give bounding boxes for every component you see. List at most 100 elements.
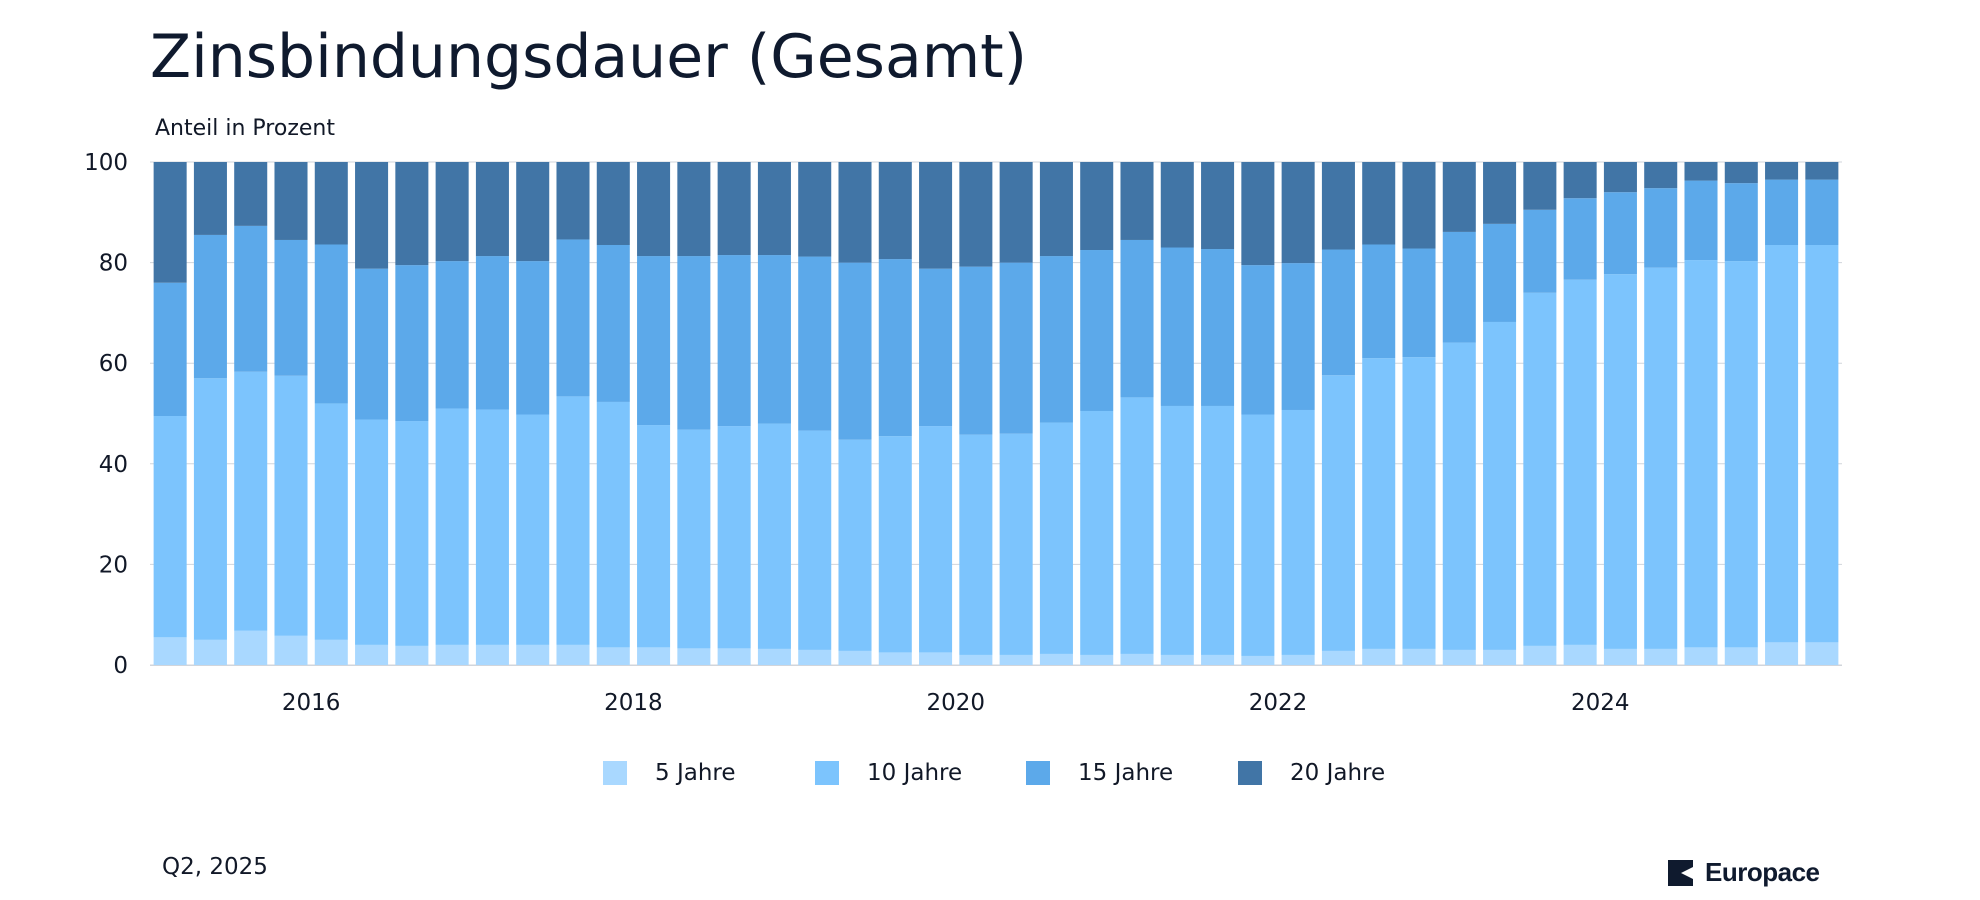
bar-segment [1765, 642, 1799, 665]
bar-segment [314, 639, 348, 665]
bar-segment [798, 256, 832, 431]
bar-segment [1281, 263, 1315, 410]
bar-segment [637, 647, 671, 665]
bar-segment [717, 255, 751, 427]
bar-segment [153, 416, 187, 638]
bar-segment [556, 162, 590, 240]
bar-segment [1080, 654, 1114, 665]
bar-segment [1483, 321, 1517, 650]
legend-item: 20 Jahre [1238, 760, 1385, 786]
bar-segment [193, 234, 227, 379]
legend-item: 15 Jahre [1026, 760, 1173, 786]
bar-segment [1120, 239, 1154, 398]
bar-segment [475, 256, 509, 410]
bar-segment [1563, 279, 1597, 645]
bar-segment [919, 268, 953, 427]
bar-segment [1483, 223, 1517, 322]
x-tick-label: 2016 [282, 690, 341, 716]
bar-segment [1039, 162, 1073, 257]
bar-segment [395, 162, 429, 266]
bar-segment [1724, 183, 1758, 262]
bar-segment [999, 654, 1033, 665]
bar-segment [234, 162, 268, 226]
bar-segment [1483, 162, 1517, 224]
bar-segment [274, 375, 308, 636]
europace-logo: Europace [1668, 857, 1820, 888]
bar-segment [637, 425, 671, 648]
bar-segment [193, 639, 227, 665]
bar-segment [1805, 244, 1839, 643]
bar-segment [677, 429, 711, 649]
bar-segment [919, 426, 953, 653]
bar-segment [234, 225, 268, 372]
bar-segment [435, 408, 469, 645]
bar-segment [838, 650, 872, 665]
bar-segment [475, 162, 509, 257]
y-axis-title: Anteil in Prozent [155, 116, 335, 141]
bar-segment [274, 239, 308, 376]
bar-segment [516, 414, 550, 645]
bar-segment [999, 262, 1033, 434]
legend-label: 15 Jahre [1078, 760, 1174, 786]
y-tick-label: 80 [99, 251, 128, 277]
bar-segment [1362, 162, 1396, 245]
bar-segment [1765, 179, 1799, 245]
y-tick-label: 0 [113, 653, 128, 679]
bar-segment [475, 644, 509, 665]
europace-logo-icon [1668, 859, 1693, 886]
bar-segment [1321, 249, 1355, 376]
bar-segment [1362, 358, 1396, 649]
bar-segment [959, 654, 993, 665]
bar-segment [556, 239, 590, 397]
bar-segment [1684, 260, 1718, 648]
bar-segment [1160, 247, 1194, 406]
bar-segment [1281, 162, 1315, 264]
bar-segment [798, 430, 832, 650]
bar-segment [999, 433, 1033, 655]
bar-segment [1644, 188, 1678, 268]
bar-segment [999, 162, 1033, 263]
x-tick-label: 2024 [1571, 690, 1630, 716]
bar-segment [153, 162, 187, 283]
bar-segment [516, 162, 550, 262]
legend: 5 Jahre 10 Jahre 15 Jahre 20 Jahre [0, 760, 1980, 796]
bar-segment [1039, 653, 1073, 665]
bar-segment [1563, 644, 1597, 665]
bar-segment [1039, 422, 1073, 654]
bar-segment [677, 162, 711, 257]
bar-segment [516, 644, 550, 665]
bar-segment [757, 255, 791, 424]
bar-segment [475, 409, 509, 645]
bar-segment [1724, 162, 1758, 184]
bar-segment [878, 652, 912, 665]
bar-segment [798, 649, 832, 665]
bar-segment [677, 256, 711, 430]
bar-segment [677, 648, 711, 665]
bar-segment [556, 644, 590, 665]
bars [153, 162, 1839, 665]
bar-segment [395, 645, 429, 665]
bar-segment [395, 265, 429, 422]
y-tick-label: 20 [99, 552, 128, 578]
bar-segment [1644, 162, 1678, 189]
bar-segment [435, 644, 469, 665]
bar-segment [1603, 192, 1637, 275]
bar-segment [1080, 250, 1114, 411]
legend-label: 5 Jahre [655, 760, 736, 786]
bar-segment [314, 403, 348, 640]
bar-segment [1603, 648, 1637, 665]
bar-segment [596, 162, 630, 245]
legend-swatch [1238, 761, 1262, 785]
bar-segment [959, 266, 993, 435]
bar-segment [1241, 414, 1275, 656]
bar-segment [1120, 653, 1154, 665]
bar-segment [1442, 342, 1476, 650]
bar-segment [234, 371, 268, 631]
bar-segment [1765, 244, 1799, 643]
bar-segment [798, 162, 832, 257]
bar-segment [556, 396, 590, 645]
bar-segment [1241, 655, 1275, 665]
bar-segment [1684, 162, 1718, 181]
bar-segment [1523, 292, 1557, 646]
bar-segment [757, 648, 791, 665]
